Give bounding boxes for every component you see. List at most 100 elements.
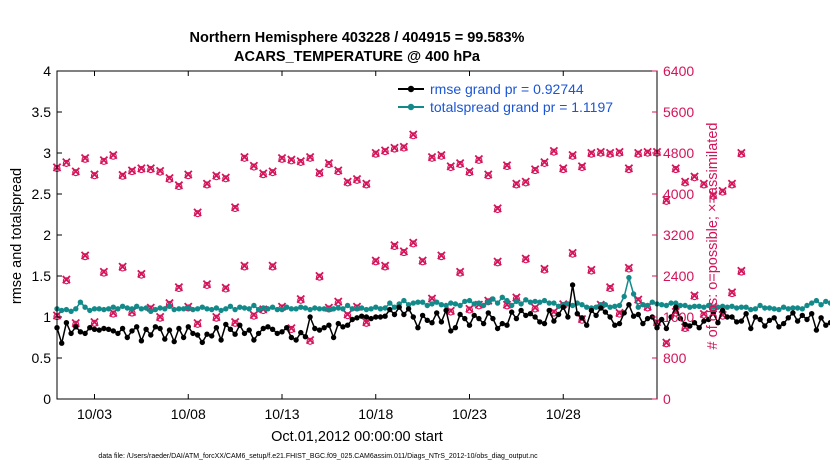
spread-point xyxy=(715,304,721,310)
spread-point xyxy=(115,306,121,312)
rmse-point xyxy=(560,304,566,310)
rmse-point xyxy=(82,330,88,337)
obs-assimilated-marker xyxy=(671,164,680,173)
y-right-tick-label: 3200 xyxy=(663,227,694,243)
legend-rmse-label: rmse grand pr = 0.92744 xyxy=(430,81,584,97)
plot-frame xyxy=(56,70,658,400)
obs-possible-marker xyxy=(222,285,230,293)
obs-assimilated-marker xyxy=(390,241,399,250)
obs-possible-marker xyxy=(400,144,408,152)
obs-possible-marker xyxy=(737,268,745,276)
spread-point xyxy=(809,300,815,306)
spread-point xyxy=(701,304,707,310)
obs-assimilated-marker xyxy=(343,310,352,319)
rmse-point xyxy=(199,339,205,346)
obs-possible-marker xyxy=(662,340,670,348)
spread-point xyxy=(555,303,562,309)
y-left-tick-label: 4 xyxy=(43,63,51,79)
obs-possible-marker xyxy=(119,264,127,272)
spread-point xyxy=(307,306,313,313)
rmse-point xyxy=(546,307,552,314)
rmse-point xyxy=(373,314,379,320)
rmse-point xyxy=(241,330,248,337)
obs-possible-marker xyxy=(156,168,164,176)
spread-point xyxy=(138,306,145,312)
rmse-point xyxy=(523,312,529,319)
rmse-point xyxy=(166,327,173,333)
spread-point xyxy=(644,302,651,309)
rmse-point xyxy=(626,302,632,308)
spread-point xyxy=(804,302,810,309)
obs-assimilated-marker xyxy=(184,170,193,179)
y-left-tick-label: 1 xyxy=(43,309,51,325)
obs-assimilated-marker xyxy=(155,166,165,176)
obs-possible-marker xyxy=(662,197,670,205)
obs-possible-marker xyxy=(137,166,145,174)
rmse-point xyxy=(382,313,388,319)
rmse-point xyxy=(77,329,84,335)
spread-point xyxy=(509,302,515,309)
spread-point xyxy=(743,304,749,310)
obs-assimilated-marker xyxy=(362,179,371,188)
rmse-point xyxy=(363,314,370,320)
obs-assimilated-marker xyxy=(465,304,474,314)
obs-assimilated-marker xyxy=(446,306,455,316)
obs-possible-marker xyxy=(681,179,689,187)
spread-point xyxy=(504,297,510,304)
rmse-point xyxy=(330,334,337,341)
spread-point xyxy=(105,306,112,312)
spread-point xyxy=(405,302,412,308)
spread-point xyxy=(659,302,665,308)
obs-assimilated-marker xyxy=(437,251,446,260)
obs-possible-marker xyxy=(100,157,108,165)
spread-point xyxy=(274,306,280,313)
rmse-point xyxy=(476,315,482,322)
obs-possible-marker xyxy=(109,152,117,160)
rmse-point xyxy=(668,314,674,320)
obs-possible-marker xyxy=(540,159,549,167)
rmse-point xyxy=(124,334,130,341)
spread-point xyxy=(387,300,393,306)
rmse-point xyxy=(377,314,384,320)
rmse-point xyxy=(293,337,299,343)
rmse-point xyxy=(101,325,107,332)
rmse-point xyxy=(541,320,548,327)
rmse-point xyxy=(115,330,121,337)
obs-assimilated-marker xyxy=(90,170,99,179)
obs-assimilated-marker xyxy=(296,294,305,304)
y-left-tick-label: 3 xyxy=(43,145,51,161)
obs-possible-marker xyxy=(456,269,464,277)
spread-point xyxy=(152,306,159,313)
y-right-tick-label: 4000 xyxy=(663,186,694,202)
rmse-point xyxy=(171,338,177,345)
obs-possible-marker xyxy=(353,176,361,184)
rmse-point xyxy=(312,325,318,332)
y-right-tick-label: 800 xyxy=(663,350,687,366)
rmse-point xyxy=(274,330,280,337)
spread-point xyxy=(190,306,196,313)
rmse-point xyxy=(621,310,627,316)
data-file-footnote: data file: /Users/raeder/DAI/ATM_forcXX/… xyxy=(98,453,538,460)
spread-point xyxy=(532,298,538,305)
obs-possible-marker xyxy=(540,266,549,274)
obs-assimilated-marker xyxy=(662,338,671,347)
obs-assimilated-marker xyxy=(530,165,540,174)
rmse-point xyxy=(190,330,196,337)
obs-possible-marker xyxy=(587,150,595,158)
spread-point xyxy=(729,303,735,309)
spread-point xyxy=(110,304,117,310)
rmse-point xyxy=(96,327,102,333)
obs-possible-marker xyxy=(634,150,642,158)
spread-point xyxy=(204,306,210,312)
obs-possible-marker xyxy=(475,156,483,164)
obs-possible-marker xyxy=(334,168,342,176)
spread-point xyxy=(68,308,74,314)
rmse-point xyxy=(719,307,726,314)
obs-assimilated-marker xyxy=(380,146,390,155)
spread-point xyxy=(471,301,477,307)
rmse-point xyxy=(180,334,187,341)
obs-possible-marker xyxy=(90,319,99,327)
spread-point xyxy=(762,305,768,311)
spread-point xyxy=(626,274,632,281)
rmse-point xyxy=(157,325,163,332)
